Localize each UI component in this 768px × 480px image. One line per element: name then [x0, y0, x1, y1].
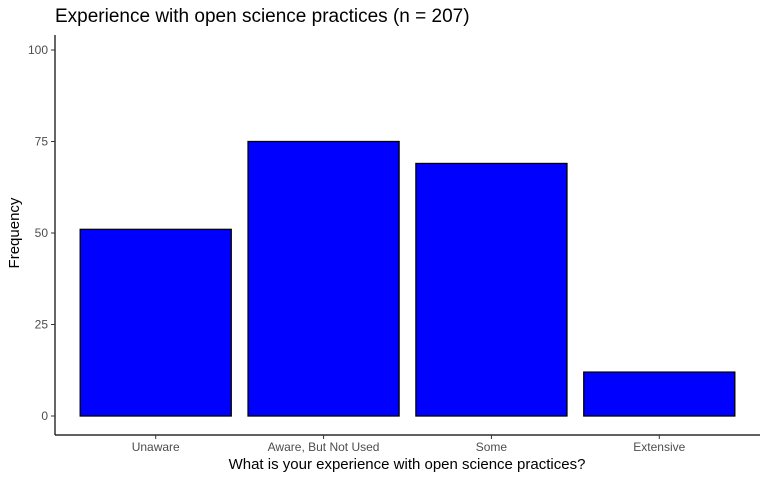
y-axis: 0 25 50 75 100	[28, 35, 56, 435]
y-tick-label: 0	[41, 409, 48, 423]
bar-aware-but-not-used	[247, 140, 400, 417]
y-tick-label: 100	[28, 43, 48, 57]
y-tick-label: 50	[35, 226, 49, 240]
y-tick-label: 25	[35, 318, 49, 332]
bars	[79, 140, 736, 417]
chart-title: Experience with open science practices (…	[55, 6, 470, 27]
bar-unaware	[79, 228, 232, 417]
x-tick-label: Extensive	[633, 440, 685, 454]
x-axis-title: What is your experience with open scienc…	[229, 456, 586, 473]
x-tick-label: Some	[476, 440, 508, 454]
bar-some	[415, 162, 568, 417]
bar-extensive	[583, 371, 736, 417]
y-axis-title: Frequency	[6, 197, 23, 268]
x-tick-label: Aware, But Not Used	[268, 440, 380, 454]
y-tick-label: 75	[35, 135, 49, 149]
x-tick-label: Unaware	[132, 440, 180, 454]
x-axis: Unaware Aware, But Not Used Some Extensive	[55, 434, 760, 454]
